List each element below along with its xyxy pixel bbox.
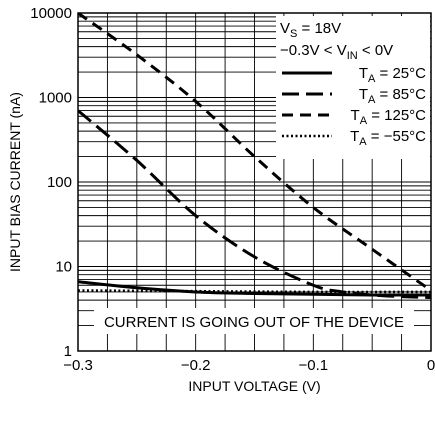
series-line-3 — [78, 13, 431, 292]
annotation: CURRENT IS GOING OUT OF THE DEVICE — [94, 308, 414, 334]
legend-entry: TA = 25°C — [359, 65, 426, 85]
y-tick-label: 1 — [64, 343, 72, 360]
series-line-2 — [78, 109, 431, 299]
y-tick-label: 100 — [47, 174, 72, 191]
x-axis-title: INPUT VOLTAGE (V) — [188, 378, 320, 394]
x-tick-label: 0 — [427, 357, 435, 374]
plot-frame — [77, 12, 432, 352]
series-line-1 — [78, 280, 431, 297]
x-tick-label: −0.3 — [63, 357, 93, 374]
supply-voltage-condition: VS = 18V — [280, 20, 341, 40]
legend-entry: TA = −55°C — [350, 128, 426, 148]
legend-entry: TA = 85°C — [359, 86, 426, 106]
annotation-background — [94, 308, 414, 334]
input-voltage-condition: −0.3V < VIN < 0V — [280, 42, 393, 62]
x-tick-label: −0.2 — [181, 357, 211, 374]
series-lines — [78, 13, 431, 299]
series-line-4 — [78, 289, 431, 294]
legend-entry: TA = 125°C — [351, 107, 427, 127]
y-axis-title: INPUT BIAS CURRENT (nA) — [7, 92, 23, 272]
y-tick-label: 1000 — [39, 90, 72, 107]
tick-labels: 1 10 100 1000 10000 −0.3 −0.2 −0.1 0 — [30, 5, 435, 374]
y-tick-label: 10 — [55, 259, 72, 276]
legend: VS = 18V−0.3V < VIN < 0V TA = 25°CTA = 85… — [276, 16, 430, 159]
y-tick-label: 10000 — [30, 5, 72, 22]
annotation-text: CURRENT IS GOING OUT OF THE DEVICE — [104, 314, 404, 331]
x-tick-label: −0.1 — [299, 357, 329, 374]
